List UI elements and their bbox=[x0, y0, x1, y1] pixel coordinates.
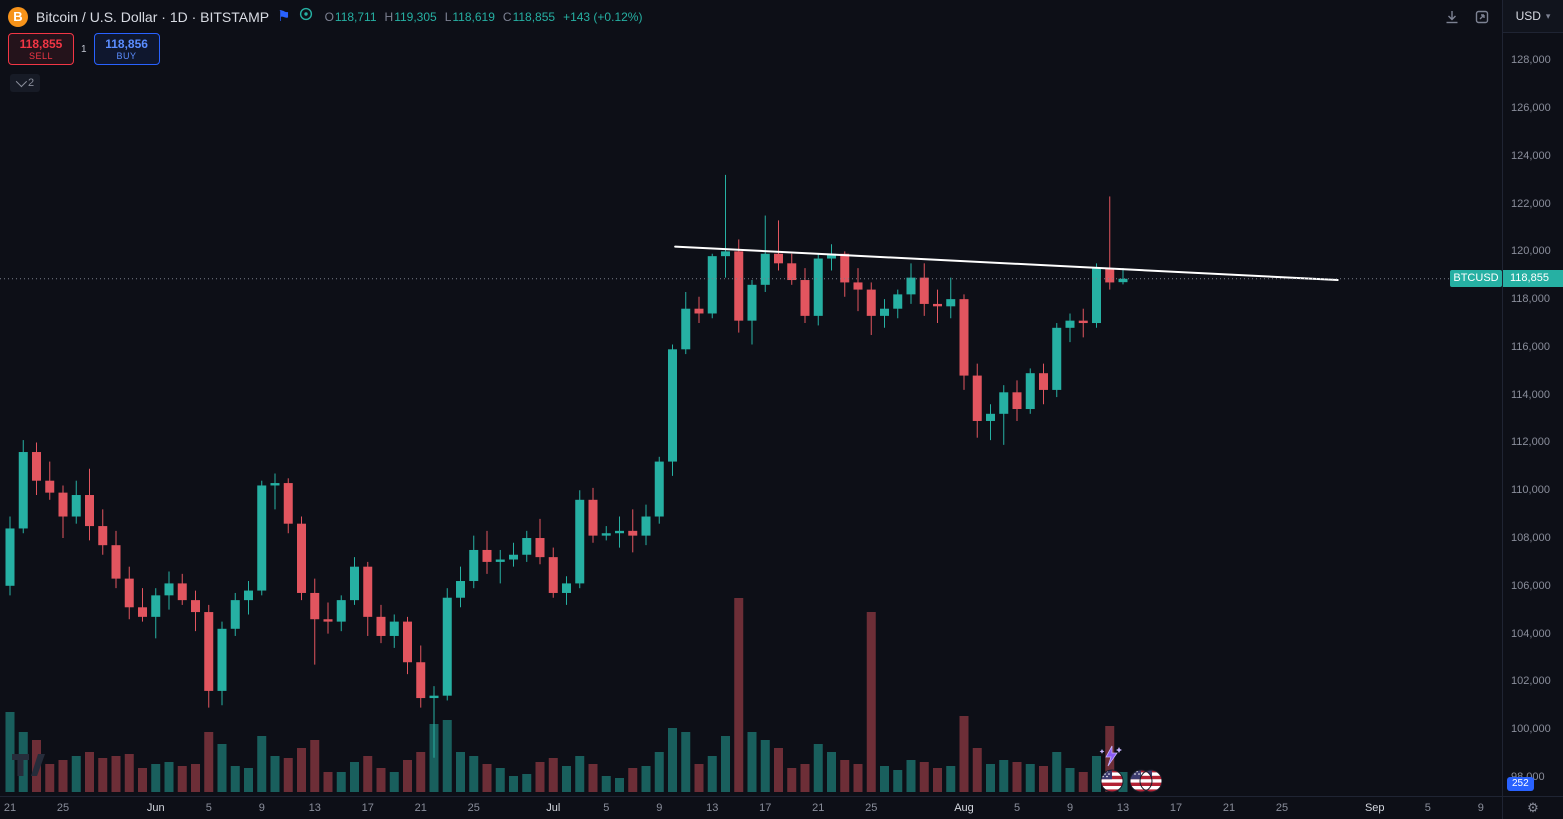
high-label: H bbox=[384, 9, 394, 24]
sticker-us-flag-icon[interactable] bbox=[1100, 769, 1124, 798]
spread-value: 1 bbox=[81, 43, 87, 55]
time-axis-label: 25 bbox=[1275, 802, 1289, 814]
time-axis-label: 13 bbox=[1116, 802, 1130, 814]
ohlc-values: O 118,711 H 119,305 L 118,619 C 118,855 +143… bbox=[325, 10, 643, 24]
last-price-tag: 118,855 bbox=[1503, 270, 1563, 288]
sticker-sparkle-icon[interactable] bbox=[1098, 744, 1124, 773]
price-axis-label: 110,000 bbox=[1511, 484, 1550, 497]
time-axis-label: 5 bbox=[603, 802, 610, 814]
symbol-title[interactable]: Bitcoin / U.S. Dollar · 1D · BITSTAMP bbox=[36, 8, 270, 25]
axis-corner: ⚙ bbox=[1502, 796, 1563, 819]
time-axis-label: 9 bbox=[258, 802, 265, 814]
open-label: O bbox=[324, 9, 334, 24]
low-value: 118,619 bbox=[452, 9, 495, 24]
price-axis-label: 114,000 bbox=[1511, 388, 1550, 401]
time-axis-month-label: Sep bbox=[1364, 802, 1385, 814]
currency-dropdown[interactable]: USD ▾ bbox=[1502, 0, 1563, 33]
price-axis-label: 120,000 bbox=[1511, 245, 1551, 258]
trendline-drawing[interactable] bbox=[674, 245, 1339, 282]
buy-price: 118,856 bbox=[105, 37, 148, 51]
time-axis-label: 21 bbox=[1222, 802, 1236, 814]
candlestick-series bbox=[5, 174, 1128, 758]
price-axis-label: 112,000 bbox=[1511, 436, 1550, 449]
price-axis-label: 118,000 bbox=[1511, 293, 1550, 306]
time-axis-label: 25 bbox=[56, 802, 70, 814]
price-axis-label: 122,000 bbox=[1511, 197, 1551, 210]
time-axis-label: 17 bbox=[361, 802, 374, 814]
maximize-pane-icon[interactable] bbox=[1472, 7, 1492, 27]
time-axis-label: 13 bbox=[706, 802, 719, 814]
low-label: L bbox=[444, 9, 452, 24]
chevron-down-icon: ▾ bbox=[1545, 10, 1551, 21]
buy-label: BUY bbox=[116, 51, 137, 61]
time-axis-label: 5 bbox=[1013, 802, 1021, 814]
sell-label: SELL bbox=[28, 51, 54, 61]
object-tree-collapse-button[interactable]: 2 bbox=[10, 74, 41, 92]
time-axis-label: 25 bbox=[467, 802, 480, 814]
time-axis-month-label: Jul bbox=[546, 802, 561, 814]
bitcoin-logo-icon: B bbox=[8, 6, 28, 27]
top-right-toolbar bbox=[1442, 0, 1502, 33]
price-axis-label: 106,000 bbox=[1511, 579, 1551, 592]
high-value: 119,305 bbox=[394, 9, 437, 24]
change-value: +143 (+0.12%) bbox=[563, 9, 643, 24]
time-axis-label: 17 bbox=[759, 802, 772, 814]
tradingview-watermark-logo bbox=[12, 750, 52, 787]
time-axis-label: 13 bbox=[308, 802, 321, 814]
download-icon[interactable] bbox=[1442, 7, 1462, 27]
currency-label: USD bbox=[1515, 9, 1541, 23]
price-axis-label: 100,000 bbox=[1511, 723, 1551, 736]
time-axis-month-label: Aug bbox=[954, 802, 974, 814]
sticker-double-flag-icon[interactable] bbox=[1129, 769, 1163, 798]
price-axis-label: 108,000 bbox=[1511, 532, 1551, 545]
chart-canvas[interactable] bbox=[0, 0, 1502, 796]
price-axis-label: 102,000 bbox=[1511, 675, 1551, 688]
price-axis-label: 116,000 bbox=[1511, 340, 1550, 353]
symbol-price-tag: BTCUSD bbox=[1450, 270, 1502, 288]
time-axis-label: 21 bbox=[812, 802, 825, 814]
open-value: 118,711 bbox=[334, 9, 377, 24]
settings-gear-icon[interactable]: ⚙ bbox=[1527, 800, 1539, 815]
bar-countdown-badge: 252 bbox=[1507, 777, 1534, 791]
chevron-down-icon bbox=[15, 75, 28, 88]
chart-legend: B Bitcoin / U.S. Dollar · 1D · BITSTAMP … bbox=[0, 0, 642, 33]
time-axis-label: 9 bbox=[1066, 802, 1074, 814]
time-axis-label: 5 bbox=[205, 802, 212, 814]
volume-series bbox=[5, 598, 1128, 792]
sell-price: 118,855 bbox=[19, 37, 63, 51]
close-value: 118,855 bbox=[512, 9, 556, 24]
time-axis-label: 9 bbox=[1477, 802, 1484, 814]
time-axis-label: 17 bbox=[1169, 802, 1183, 814]
buy-button[interactable]: 118,856 BUY bbox=[93, 33, 160, 65]
time-axis-label: 5 bbox=[1424, 802, 1431, 814]
time-axis-month-label: Jun bbox=[146, 802, 165, 814]
time-axis-label: 21 bbox=[414, 802, 427, 814]
price-axis[interactable]: 128,000 126,000 124,000 122,000 120,000 118,0… bbox=[1502, 0, 1563, 796]
time-axis-label: 25 bbox=[865, 802, 878, 814]
price-axis-label: 104,000 bbox=[1511, 627, 1551, 640]
sell-button[interactable]: 118,855 SELL bbox=[8, 33, 74, 65]
object-count: 2 bbox=[28, 77, 35, 89]
time-axis-label: 9 bbox=[656, 802, 663, 814]
time-axis[interactable]: 21 25 Jun 5 9 13 17 21 25 Jul 5 9 13 17 21 25 Aug 5 9 13 17 2… bbox=[0, 796, 1502, 819]
order-panel: 118,855 SELL 1 118,856 BUY bbox=[8, 33, 160, 65]
market-status-icon[interactable] bbox=[299, 7, 313, 26]
price-axis-label: 126,000 bbox=[1511, 102, 1551, 115]
price-axis-label: 124,000 bbox=[1511, 149, 1551, 162]
close-label: C bbox=[502, 9, 512, 24]
price-axis-label: 128,000 bbox=[1511, 54, 1551, 67]
time-axis-label: 21 bbox=[3, 802, 17, 814]
flag-icon[interactable]: ⚑ bbox=[277, 8, 291, 25]
